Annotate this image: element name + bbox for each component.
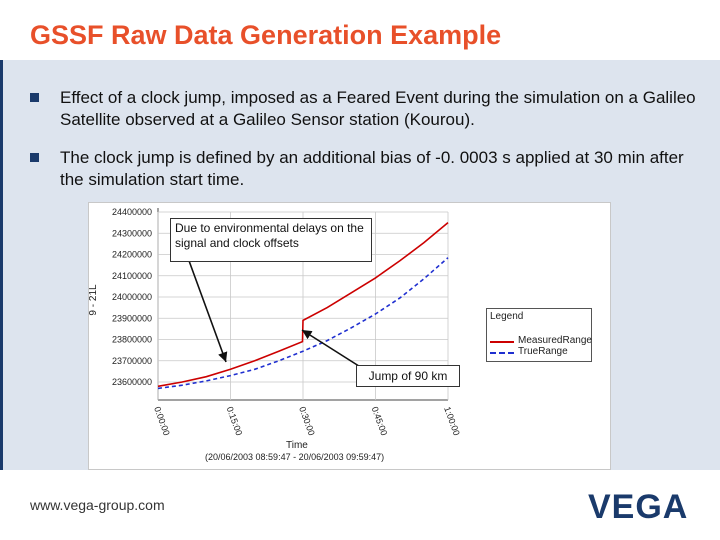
x-tick-label: 0:15:00 [225, 405, 245, 437]
footer-url[interactable]: www.vega-group.com [30, 497, 165, 513]
bullet-2-text: The clock jump is defined by an addition… [60, 148, 684, 189]
x-axis-label: Time [286, 440, 308, 451]
legend-label-measured: MeasuredRange [518, 335, 592, 346]
series-true-range [157, 257, 449, 390]
y-tick-label: 24300000 [112, 228, 152, 238]
x-tick-label: 0:00:00 [152, 405, 172, 437]
legend-item-true: TrueRange [490, 346, 590, 358]
left-accent-bar [0, 60, 3, 540]
x-axis-sublabel: (20/06/2003 08:59:47 - 20/06/2003 09:59:… [205, 452, 384, 462]
y-tick-label: 23700000 [112, 356, 152, 366]
y-tick-label: 23900000 [112, 313, 152, 323]
arrow-jump [301, 329, 363, 369]
x-tick-label: 0:30:00 [297, 405, 317, 437]
bullet-1-text: Effect of a clock jump, imposed as a Fea… [60, 88, 696, 129]
chart-legend: Legend MeasuredRange TrueRange [486, 308, 592, 362]
legend-title: Legend [490, 311, 524, 322]
slide-title: GSSF Raw Data Generation Example [30, 20, 502, 50]
y-tick-label: 24400000 [112, 207, 152, 217]
annotation-environmental-delays: Due to environmental delays on the signa… [170, 218, 372, 262]
arrow-environmental-delays [187, 257, 228, 363]
vega-logo: VEGA [588, 488, 689, 526]
y-tick-label: 23800000 [112, 335, 152, 345]
legend-item-measured: MeasuredRange [490, 335, 592, 347]
y-tick-label: 23600000 [112, 377, 152, 387]
y-tick-label: 24100000 [112, 271, 152, 281]
y-tick-label: 24200000 [112, 250, 152, 260]
legend-swatch-measured [490, 341, 514, 343]
x-tick-label: 0:45:00 [370, 405, 390, 437]
title-bar [0, 0, 720, 60]
y-tick-label: 24000000 [112, 292, 152, 302]
bullet-marker-icon [30, 153, 39, 162]
annotation-jump: Jump of 90 km [356, 365, 460, 387]
legend-swatch-true [490, 352, 514, 354]
legend-label-true: TrueRange [518, 346, 568, 357]
y-axis-label: 9 - 21L [88, 284, 99, 316]
bullet-marker-icon [30, 93, 39, 102]
footer [0, 470, 720, 540]
x-tick-label: 1:00:00 [442, 405, 462, 437]
